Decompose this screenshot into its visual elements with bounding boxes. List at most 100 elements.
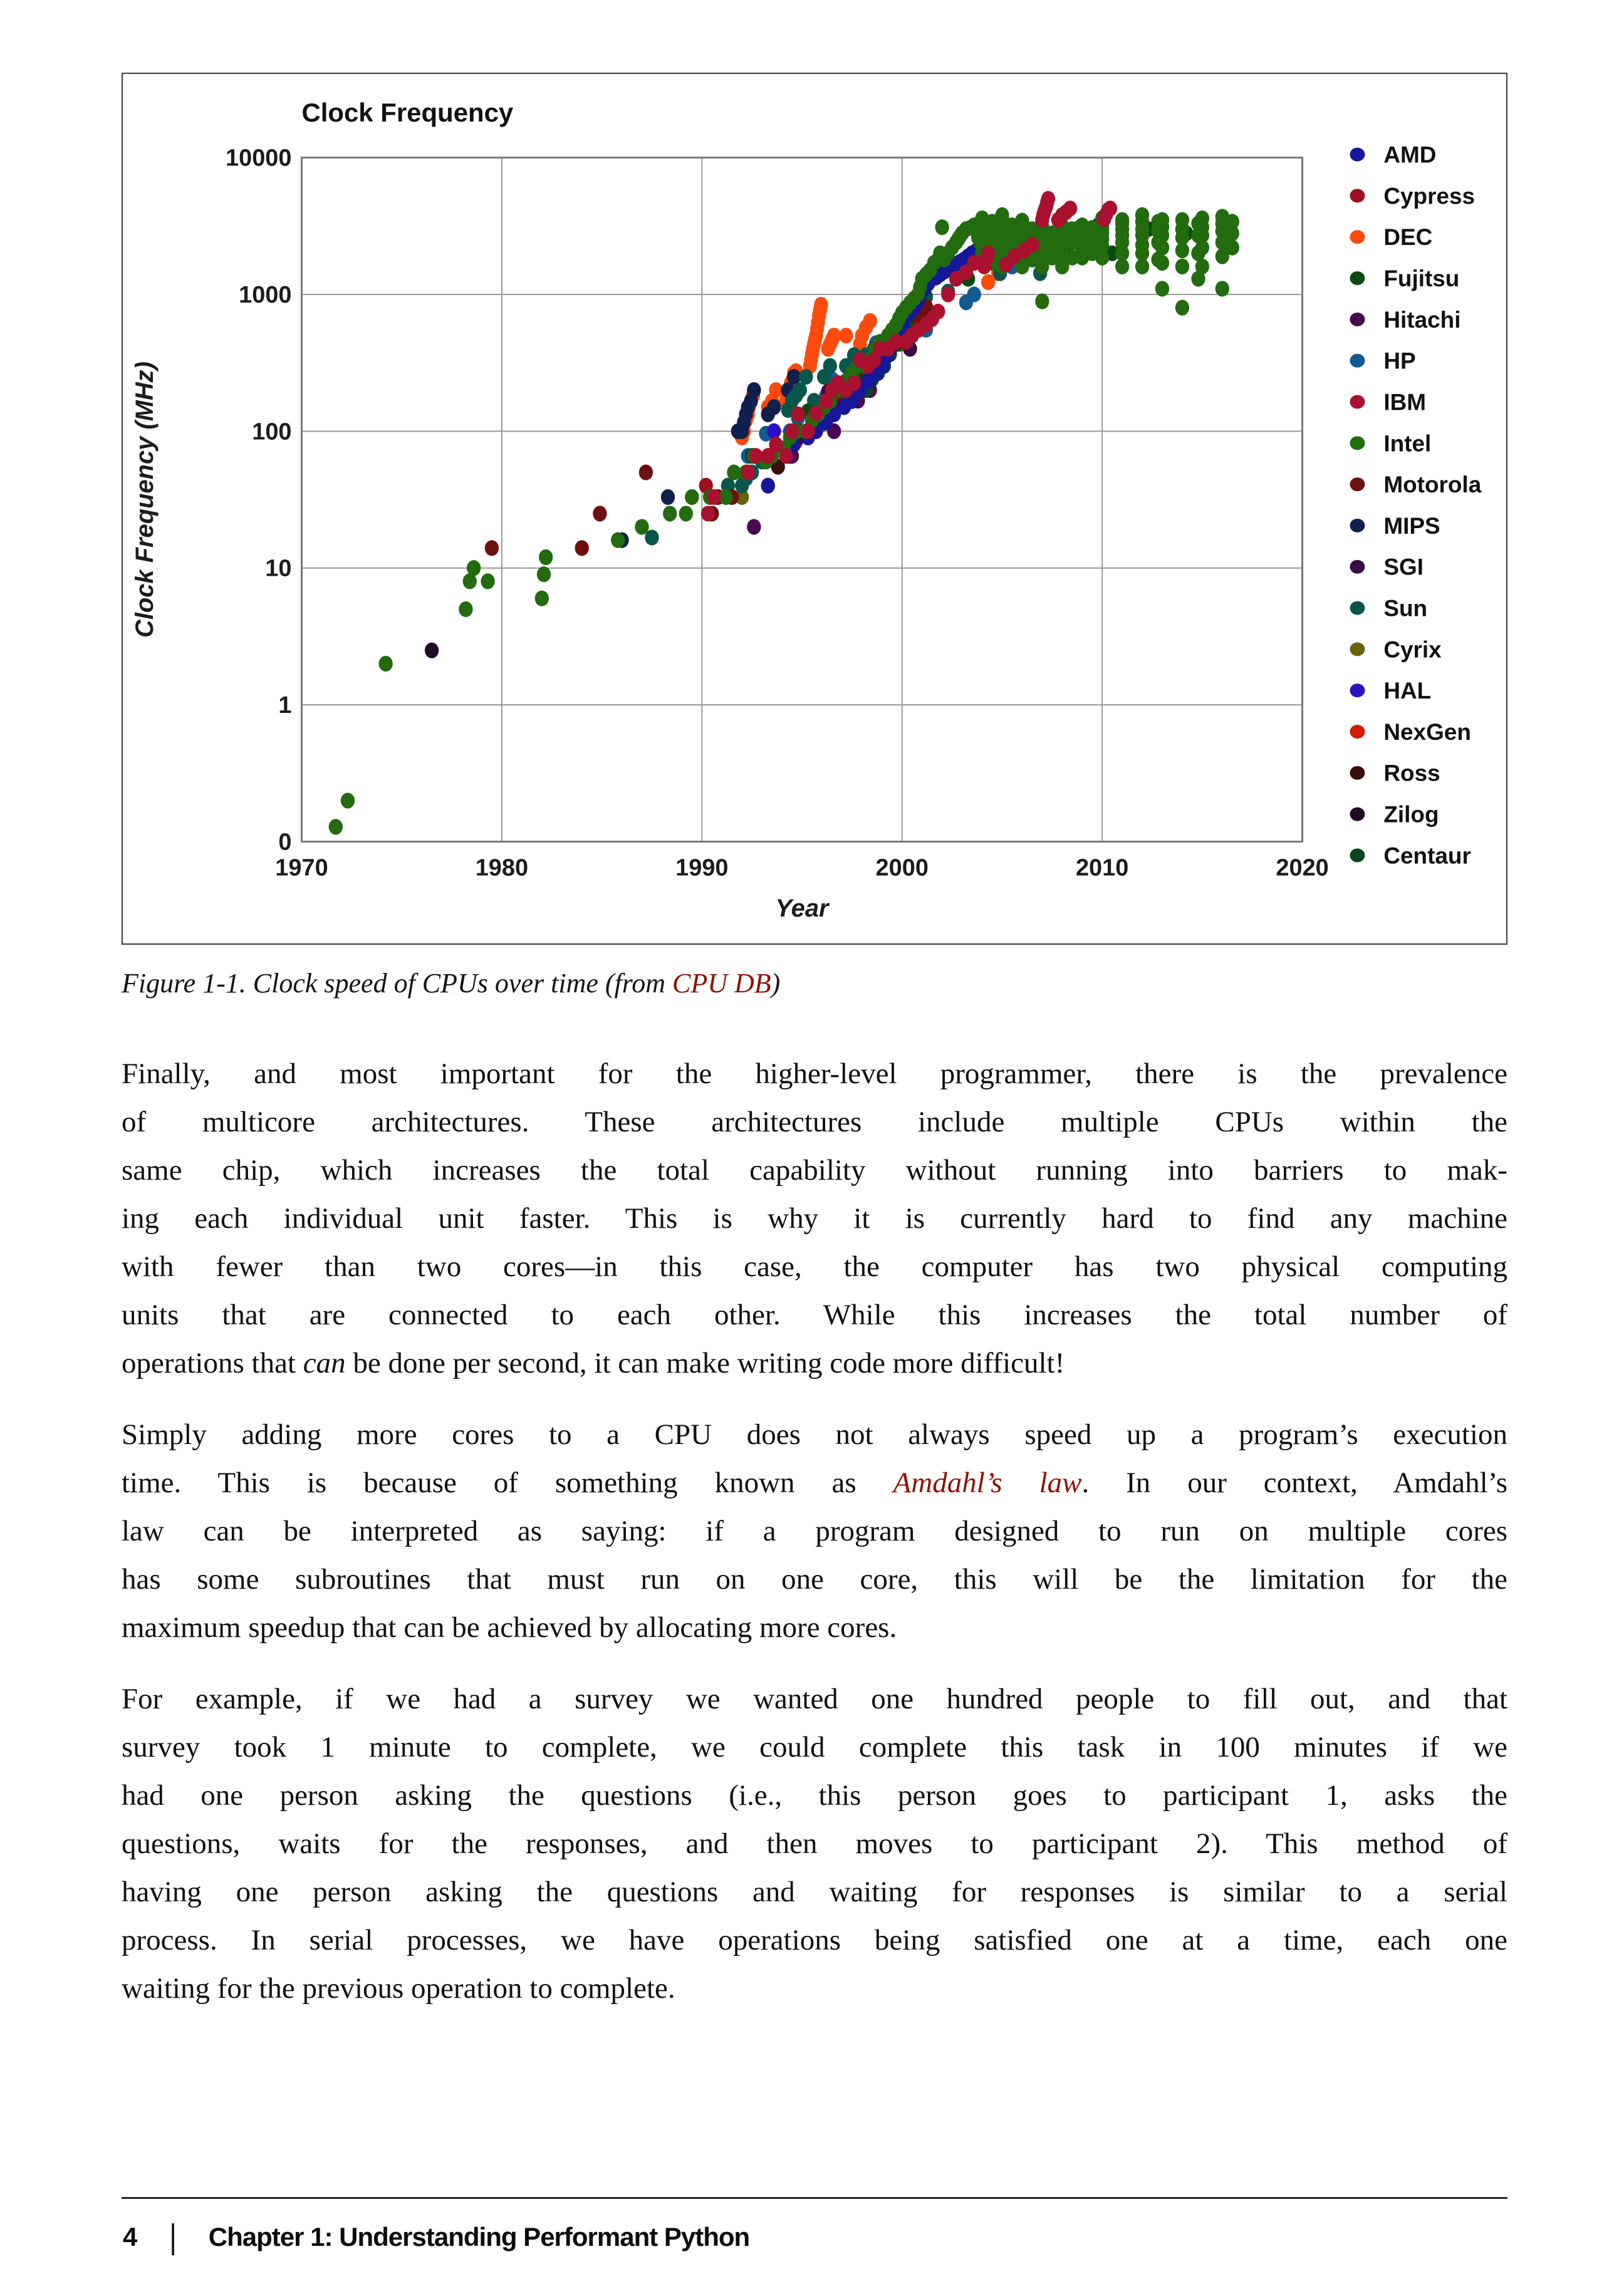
legend-dot-icon bbox=[1350, 848, 1365, 863]
text-line: units that are connected to each other. … bbox=[122, 1291, 1507, 1339]
legend-dot-icon bbox=[1350, 683, 1365, 698]
text-line: time. This is because of something known… bbox=[122, 1459, 1507, 1507]
chart-title: Clock Frequency bbox=[301, 98, 513, 127]
legend-label: AMD bbox=[1383, 142, 1436, 168]
legend-item-motorola: Motorola bbox=[1350, 472, 1482, 497]
legend-item-sun: Sun bbox=[1350, 596, 1427, 621]
text-segment: time. This is because of something known… bbox=[122, 1467, 893, 1499]
text-line: with fewer than two cores—in this case, … bbox=[122, 1243, 1507, 1291]
legend-item-hitachi: Hitachi bbox=[1350, 307, 1460, 333]
text-segment: be done per second, it can make writing … bbox=[345, 1347, 1065, 1379]
legend-item-sgi: SGI bbox=[1350, 554, 1424, 580]
text-segment: has some subroutines that must run on on… bbox=[122, 1563, 1507, 1596]
legend-label: Motorola bbox=[1383, 472, 1481, 497]
text-segment: having one person asking the questions a… bbox=[122, 1876, 1507, 1908]
cpu-db-link[interactable]: CPU DB bbox=[672, 968, 771, 999]
legend-label: Ross bbox=[1383, 761, 1440, 786]
legend-label: Zilog bbox=[1383, 802, 1439, 828]
legend-label: MIPS bbox=[1383, 513, 1440, 539]
legend-label: Centaur bbox=[1383, 843, 1471, 868]
text-line: Finally, and most important for the high… bbox=[122, 1050, 1507, 1098]
legend-dot-icon bbox=[1350, 807, 1365, 821]
text-segment: operations that bbox=[122, 1347, 303, 1379]
text-segment: units that are connected to each other. … bbox=[122, 1299, 1507, 1331]
x-tick-label: 1980 bbox=[476, 855, 528, 881]
footer-rule bbox=[122, 2197, 1507, 2199]
text-line: For example, if we had a survey we wante… bbox=[122, 1675, 1507, 1723]
legend-label: HP bbox=[1383, 348, 1415, 374]
scatter-points bbox=[328, 190, 1239, 835]
text-line: maximum speedup that can be achieved by … bbox=[122, 1604, 1507, 1652]
legend-label: HAL bbox=[1383, 678, 1431, 704]
x-tick-label: 2000 bbox=[876, 855, 929, 881]
text-segment: survey took 1 minute to complete, we cou… bbox=[122, 1731, 1507, 1764]
legend-label: Hitachi bbox=[1383, 307, 1460, 333]
legend-label: NexGen bbox=[1383, 719, 1471, 745]
text-line: ing each individual unit faster. This is… bbox=[122, 1195, 1507, 1243]
text-line: Simply adding more cores to a CPU does n… bbox=[122, 1411, 1507, 1459]
legend-dot-icon bbox=[1350, 477, 1365, 492]
figure-1-1: 10000 1000 100 10 1 0 1970 1980 1990 2000 2010 2020… bbox=[122, 73, 1507, 945]
legend-item-intel: Intel bbox=[1350, 430, 1431, 456]
legend-dot-icon bbox=[1350, 230, 1365, 244]
text-segment: maximum speedup that can be achieved by … bbox=[122, 1611, 897, 1644]
series-mips bbox=[615, 368, 801, 548]
text-segment: waiting for the previous operation to co… bbox=[122, 1972, 675, 2005]
y-tick-label: 10 bbox=[265, 556, 291, 582]
legend-item-cypress: Cypress bbox=[1350, 183, 1475, 209]
legend-dot-icon bbox=[1350, 353, 1365, 368]
text-segment: with fewer than two cores—in this case, … bbox=[122, 1250, 1507, 1283]
text-segment: process. In serial processes, we have op… bbox=[122, 1924, 1507, 1956]
y-axis-label: Clock Frequency (MHz) bbox=[131, 361, 159, 638]
text-segment: For example, if we had a survey we wante… bbox=[122, 1683, 1507, 1715]
y-tick-label: 1000 bbox=[239, 282, 291, 308]
paragraph-1: Finally, and most important for the high… bbox=[122, 1050, 1507, 1388]
series-zilog bbox=[424, 642, 439, 658]
x-axis-label: Year bbox=[775, 895, 830, 922]
text-segment: of multicore architectures. These archit… bbox=[122, 1106, 1507, 1138]
legend-dot-icon bbox=[1350, 518, 1365, 532]
text-line: operations that can be done per second, … bbox=[122, 1339, 1507, 1388]
chart-legend: AMD Cypress DEC Fujitsu Hitachi HP IBM Intel Mot… bbox=[1350, 142, 1482, 868]
text-segment: can bbox=[303, 1347, 346, 1379]
text-segment: Finally, and most important for the high… bbox=[122, 1057, 1507, 1090]
legend-dot-icon bbox=[1350, 271, 1365, 286]
amdahls-law-link[interactable]: Amdahl’s law bbox=[893, 1467, 1082, 1499]
legend-item-hp: HP bbox=[1350, 348, 1416, 374]
legend-item-mips: MIPS bbox=[1350, 513, 1440, 539]
y-tick-label: 1 bbox=[278, 692, 291, 719]
paragraph-2: Simply adding more cores to a CPU does n… bbox=[122, 1411, 1507, 1652]
body-paragraphs: Finally, and most important for the high… bbox=[122, 1050, 1507, 2036]
text-segment: ) bbox=[771, 968, 781, 999]
legend-dot-icon bbox=[1350, 559, 1365, 574]
x-tick-label: 1970 bbox=[275, 855, 328, 881]
text-segment: same chip, which increases the total cap… bbox=[122, 1154, 1507, 1187]
legend-label: Intel bbox=[1383, 430, 1431, 456]
legend-dot-icon bbox=[1350, 395, 1365, 409]
text-segment: questions, waits for the responses, and … bbox=[122, 1827, 1507, 1860]
legend-dot-icon bbox=[1350, 436, 1365, 450]
text-line: having one person asking the questions a… bbox=[122, 1868, 1507, 1916]
legend-item-fujitsu: Fujitsu bbox=[1350, 266, 1459, 291]
x-tick-label: 2020 bbox=[1276, 855, 1328, 881]
legend-dot-icon bbox=[1350, 147, 1365, 162]
chapter-title: Chapter 1: Understanding Performant Pyth… bbox=[208, 2222, 750, 2252]
text-segment: Figure 1-1. Clock speed of CPUs over tim… bbox=[122, 968, 673, 999]
text-line: questions, waits for the responses, and … bbox=[122, 1820, 1507, 1868]
y-tick-label: 10000 bbox=[226, 145, 291, 172]
legend-label: Sun bbox=[1383, 596, 1427, 621]
figure-caption: Figure 1-1. Clock speed of CPUs over tim… bbox=[122, 965, 1507, 1002]
series-ibm bbox=[700, 190, 1118, 522]
text-segment: had one person asking the questions (i.e… bbox=[122, 1779, 1507, 1812]
text-line: waiting for the previous operation to co… bbox=[122, 1965, 1507, 2013]
y-tick-label: 0 bbox=[278, 829, 291, 855]
legend-item-cyrix: Cyrix bbox=[1350, 636, 1442, 662]
legend-label: SGI bbox=[1383, 554, 1424, 580]
legend-label: Fujitsu bbox=[1383, 266, 1459, 291]
page-footer: 4 | Chapter 1: Understanding Performant … bbox=[123, 2218, 1509, 2256]
legend-item-centaur: Centaur bbox=[1350, 843, 1471, 868]
legend-dot-icon bbox=[1350, 601, 1365, 615]
